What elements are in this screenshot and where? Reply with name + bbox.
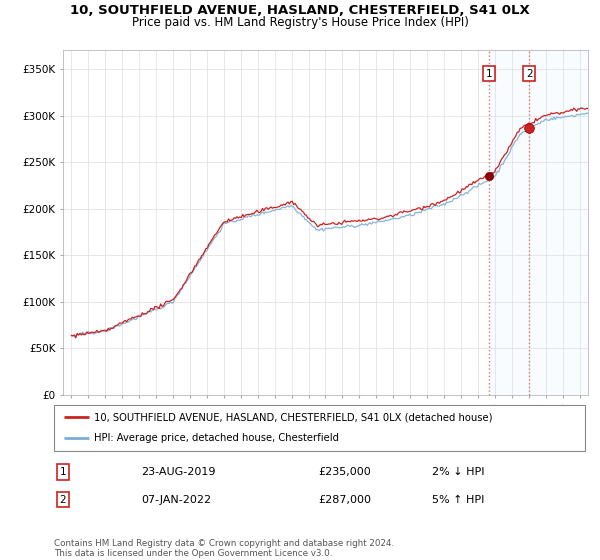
Text: 5% ↑ HPI: 5% ↑ HPI (432, 494, 484, 505)
Text: Contains HM Land Registry data © Crown copyright and database right 2024.
This d: Contains HM Land Registry data © Crown c… (54, 539, 394, 558)
Text: HPI: Average price, detached house, Chesterfield: HPI: Average price, detached house, Ches… (94, 433, 339, 444)
Text: 1: 1 (59, 467, 67, 477)
Text: 2: 2 (526, 69, 533, 78)
Text: £235,000: £235,000 (318, 467, 371, 477)
Text: 2: 2 (59, 494, 67, 505)
Text: 07-JAN-2022: 07-JAN-2022 (141, 494, 211, 505)
Text: 2% ↓ HPI: 2% ↓ HPI (432, 467, 485, 477)
Bar (489, 50, 588, 395)
Text: 10, SOUTHFIELD AVENUE, HASLAND, CHESTERFIELD, S41 0LX: 10, SOUTHFIELD AVENUE, HASLAND, CHESTERF… (70, 4, 530, 17)
Text: 23-AUG-2019: 23-AUG-2019 (141, 467, 215, 477)
Text: Price paid vs. HM Land Registry's House Price Index (HPI): Price paid vs. HM Land Registry's House … (131, 16, 469, 29)
Text: 1: 1 (485, 69, 492, 78)
FancyBboxPatch shape (54, 405, 585, 451)
Text: 10, SOUTHFIELD AVENUE, HASLAND, CHESTERFIELD, S41 0LX (detached house): 10, SOUTHFIELD AVENUE, HASLAND, CHESTERF… (94, 412, 493, 422)
Text: £287,000: £287,000 (318, 494, 371, 505)
